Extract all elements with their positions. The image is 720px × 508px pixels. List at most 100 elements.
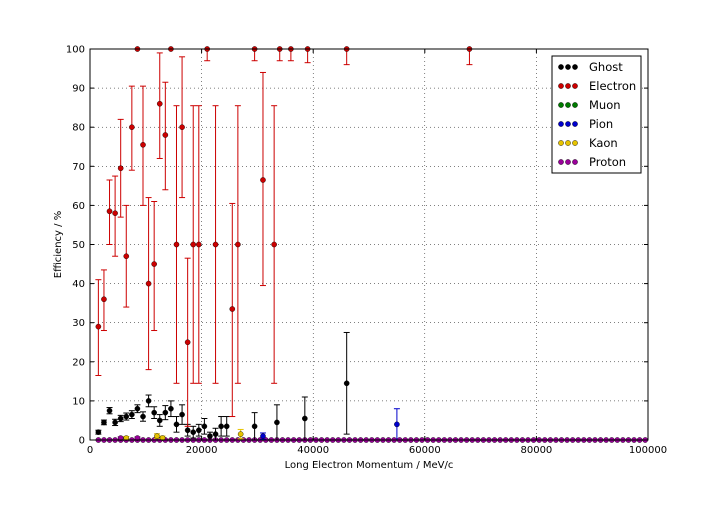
- legend-item-ghost: Ghost: [558, 60, 623, 74]
- series-kaon-point: [154, 433, 160, 439]
- series-ghost-point: [196, 427, 202, 434]
- series-electron-point: [101, 296, 107, 303]
- x-tick-label: 100000: [629, 445, 667, 456]
- series-electron-point: [173, 241, 180, 248]
- x-tick-label: 20000: [186, 445, 218, 456]
- series-kaon-point: [159, 435, 166, 441]
- legend-marker: [565, 102, 571, 108]
- y-tick-label: 70: [72, 162, 85, 173]
- series-ghost-point: [274, 419, 280, 426]
- series-proton-point: [134, 435, 141, 441]
- series-ghost-point: [207, 433, 213, 439]
- legend-box: [551, 55, 642, 174]
- y-tick-label: 80: [72, 123, 85, 134]
- series-ghost-point: [101, 419, 107, 426]
- legend-marker: [572, 140, 578, 146]
- series-ghost-point: [302, 415, 308, 422]
- plot-area: [95, 46, 649, 443]
- series-electron-point: [106, 208, 113, 215]
- series-electron-point: [179, 124, 185, 130]
- legend-label: Proton: [589, 155, 626, 169]
- series-electron-point: [260, 177, 266, 183]
- y-axis-label: Efficiency / %: [53, 211, 64, 278]
- series-ghost-point: [184, 427, 191, 434]
- series-ghost-point: [162, 409, 169, 416]
- series-electron-point: [112, 210, 118, 217]
- legend-marker: [565, 140, 571, 146]
- legend-marker: [558, 121, 564, 127]
- series-electron-point: [151, 261, 157, 267]
- legend-marker: [565, 121, 571, 127]
- legend-marker: [558, 159, 564, 165]
- legend-marker: [558, 64, 564, 70]
- series-electron-point: [145, 280, 152, 287]
- legend-item-pion: Pion: [558, 117, 613, 131]
- axis-ticks: 0 20000 40000 60000 80000 100000 0 10 20 30 40 50 60…: [66, 45, 667, 457]
- series-ghost-point: [145, 398, 152, 404]
- legend-marker: [558, 140, 564, 146]
- legend-marker: [558, 102, 564, 108]
- series-ghost-point: [179, 411, 185, 418]
- series-ghost-point: [251, 423, 258, 430]
- y-tick-label: 20: [72, 357, 85, 368]
- y-tick-label: 10: [72, 396, 85, 407]
- x-axis-label: Long Electron Momentum / MeV/c: [285, 460, 454, 471]
- series-ghost-point: [117, 415, 124, 422]
- series-electron-point: [184, 339, 191, 346]
- series-ghost-point: [212, 431, 219, 437]
- series-ghost-point: [140, 413, 146, 420]
- legend-marker: [572, 121, 578, 127]
- legend-item-kaon: Kaon: [558, 136, 618, 150]
- series-ghost-point: [134, 405, 141, 412]
- series-electron-point: [140, 141, 146, 148]
- legend-marker: [572, 83, 578, 89]
- legend-item-proton: Proton: [558, 155, 626, 169]
- series-electron-point: [156, 100, 163, 107]
- legend-marker: [572, 159, 578, 165]
- series-ghost-point: [201, 423, 208, 430]
- series-electron-point: [95, 323, 102, 330]
- series-electron-point: [235, 241, 241, 248]
- legend-marker: [558, 83, 564, 89]
- legend-item-electron: Electron: [558, 79, 636, 93]
- series-ghost-point: [343, 380, 350, 387]
- legend-label: Pion: [589, 117, 613, 131]
- legend-label: Kaon: [589, 136, 618, 150]
- series-electron-point: [271, 241, 277, 248]
- legend-item-muon: Muon: [558, 98, 621, 112]
- series-electron-point: [229, 306, 236, 312]
- series-proton-point: [117, 435, 124, 441]
- series-electron-point: [162, 132, 169, 138]
- series-ghost-point: [156, 417, 163, 424]
- legend-label: Muon: [589, 98, 621, 112]
- series-pion-point: [260, 433, 266, 439]
- series-electron-point: [190, 241, 197, 248]
- series-electron: [95, 46, 473, 427]
- y-tick-label: 30: [72, 318, 85, 329]
- series-electron-point: [212, 241, 219, 248]
- series-ghost-point: [190, 429, 197, 435]
- legend-marker: [572, 64, 578, 70]
- y-tick-label: 50: [72, 240, 85, 251]
- series-electron-point: [123, 253, 130, 260]
- series-kaon-point: [123, 435, 130, 441]
- series-pion: [259, 408, 400, 441]
- y-tick-label: 40: [72, 279, 85, 290]
- series-ghost-point: [123, 413, 130, 420]
- legend-marker: [572, 102, 578, 108]
- y-tick-label: 90: [72, 84, 85, 95]
- series-pion-point: [394, 421, 400, 428]
- series-electron-point: [129, 124, 135, 130]
- series-kaon: [123, 428, 244, 441]
- series-ghost-point: [95, 429, 102, 435]
- series-ghost-point: [168, 405, 174, 412]
- x-tick-label: 40000: [297, 445, 329, 456]
- series-electron-point: [196, 241, 202, 248]
- legend-marker: [565, 83, 571, 89]
- series-ghost-point: [106, 407, 113, 414]
- y-tick-label: 60: [72, 201, 85, 212]
- y-tick-label: 100: [66, 45, 85, 56]
- x-tick-label: 80000: [520, 445, 552, 456]
